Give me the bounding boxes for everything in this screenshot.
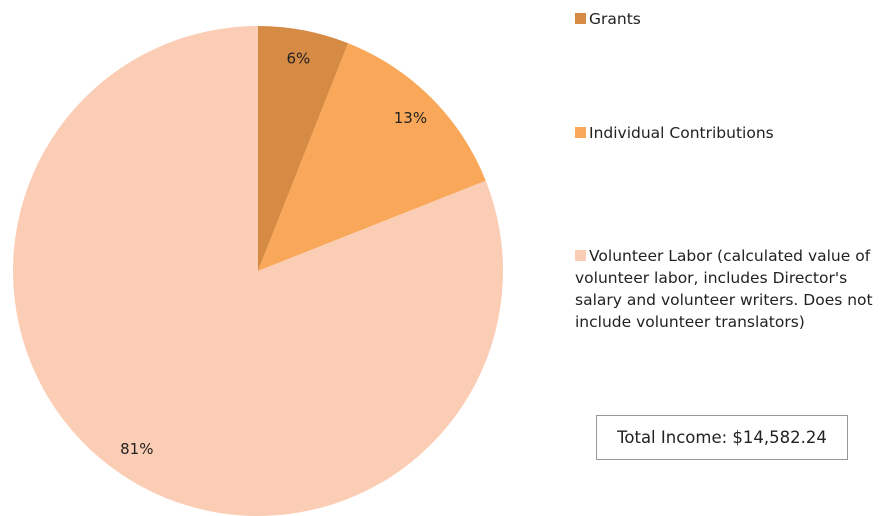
legend-item: Grants xyxy=(575,8,880,30)
legend-label: Volunteer Labor (calculated value of vol… xyxy=(575,247,873,331)
slice-label: 13% xyxy=(394,109,427,127)
pie-slice xyxy=(258,43,486,272)
total-income-box: Total Income: $14,582.24 xyxy=(596,415,848,460)
legend-swatch xyxy=(575,13,586,24)
legend-label: Individual Contributions xyxy=(589,124,774,142)
legend-item: Individual Contributions xyxy=(575,122,880,144)
slice-label: 81% xyxy=(120,440,153,458)
legend-label: Grants xyxy=(589,10,641,28)
legend-swatch xyxy=(575,250,586,261)
pie-chart: 6% 13% 81% xyxy=(13,26,503,516)
legend-swatch xyxy=(575,127,586,138)
pie-slice xyxy=(258,26,349,271)
slice-label: 6% xyxy=(287,50,311,68)
legend-item: Volunteer Labor (calculated value of vol… xyxy=(575,245,880,333)
pie-slice xyxy=(13,26,503,516)
